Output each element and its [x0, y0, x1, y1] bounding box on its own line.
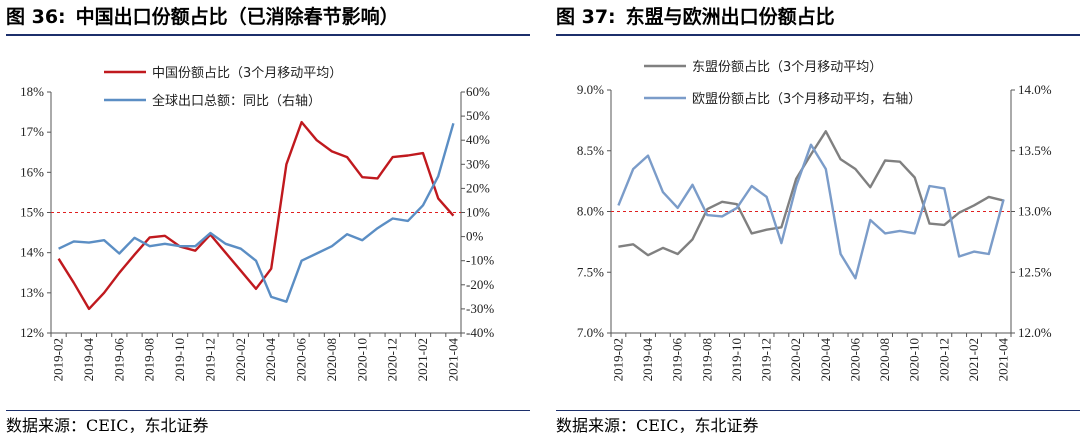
- x-axis-tick-label: 2020-02: [788, 338, 803, 381]
- right-axis-tick-label: -40%: [466, 325, 494, 340]
- left-axis-tick-label: 12%: [20, 325, 44, 340]
- left-axis-tick-label: 17%: [20, 124, 44, 139]
- right-axis-tick-label: 30%: [466, 156, 490, 171]
- legend-label-1: 东盟份额占比（3个月移动平均）: [692, 60, 882, 75]
- chart-panel-asean-eu-share: 图 37: 东盟与欧洲出口份额占比 7.0% 7.5% 8.0% 8.5% 9.0% 12.…: [556, 0, 1080, 443]
- series-line-2: [617, 143, 1005, 280]
- right-axis-tick-label: 40%: [466, 132, 490, 147]
- right-axis-tick-label: 0%: [466, 229, 484, 244]
- left-axis-tick-label: 15%: [20, 205, 44, 220]
- x-axis-tick-label: 2019-04: [640, 338, 655, 382]
- legend-label-1: 中国份额占比（3个月移动平均）: [152, 66, 342, 81]
- figure-title-text: 东盟与欧洲出口份额占比: [625, 6, 835, 28]
- right-axis-tick-label: 14.0%: [1018, 82, 1052, 97]
- x-axis-tick-label: 2021-02: [415, 338, 430, 381]
- right-axis-tick-label: 50%: [466, 108, 490, 123]
- left-axis-tick-label: 7.0%: [577, 325, 604, 340]
- right-axis-tick-label: 12.5%: [1018, 264, 1052, 279]
- bottom-divider: [556, 410, 1080, 411]
- x-axis-tick-label: 2019-08: [699, 338, 714, 381]
- x-axis-tick-label: 2019-04: [81, 338, 96, 382]
- china-export-share-chart: 12% 13% 14% 15% 16% 17% 18% -40% -30% -20% -10% 0% 1…: [20, 66, 494, 382]
- x-axis-tick-label: 2020-12: [385, 338, 400, 381]
- x-axis-tick-label: 2019-06: [670, 338, 685, 382]
- x-axis-tick-label: 2020-06: [847, 338, 862, 382]
- chart-panel-china-share: 图 36: 中国出口份额占比（已消除春节影响） 12% 13% 14% 15% 16% 17…: [6, 0, 530, 443]
- figure-title-text: 中国出口份额占比（已消除春节影响）: [75, 6, 399, 28]
- source-note: 数据来源：CEIC，东北证券: [556, 416, 759, 435]
- left-axis-tick-label: 18%: [20, 84, 44, 99]
- left-axis-tick-label: 8.0%: [577, 204, 604, 219]
- series-line-1: [57, 120, 455, 311]
- x-axis-tick-label: 2020-06: [294, 338, 309, 382]
- x-axis-tick-label: 2019-08: [142, 338, 157, 381]
- source-note: 数据来源：CEIC，东北证券: [6, 416, 209, 435]
- left-axis-tick-label: 13%: [20, 285, 44, 300]
- x-axis-tick-label: 2020-04: [818, 338, 833, 382]
- right-axis-tick-label: 13.0%: [1018, 204, 1052, 219]
- figure-number: 图 36:: [6, 6, 66, 28]
- series-line-1: [618, 130, 1004, 257]
- legend-label-2: 欧盟份额占比（3个月移动平均，右轴）: [692, 92, 921, 107]
- x-axis-tick-label: 2020-04: [263, 338, 278, 382]
- right-axis-tick-label: 20%: [466, 180, 490, 195]
- figure-title: 图 36: 中国出口份额占比（已消除春节影响）: [6, 2, 399, 32]
- title-divider: [556, 34, 1080, 36]
- x-axis-tick-label: 2019-06: [111, 338, 126, 382]
- x-axis-tick-label: 2020-10: [907, 338, 922, 381]
- x-axis-tick-label: 2020-10: [354, 338, 369, 381]
- x-axis-tick-label: 2019-02: [51, 338, 66, 381]
- x-axis-tick-label: 2020-08: [877, 338, 892, 381]
- title-divider: [6, 34, 530, 36]
- x-axis-tick-label: 2019-10: [172, 338, 187, 381]
- x-axis-tick-label: 2019-10: [729, 338, 744, 381]
- right-axis-tick-label: -30%: [466, 301, 494, 316]
- left-axis-tick-label: 7.5%: [577, 264, 604, 279]
- figure-number: 图 37:: [556, 6, 616, 28]
- series-line-2: [58, 122, 455, 303]
- x-axis-tick-label: 2019-12: [759, 338, 774, 381]
- left-axis-tick-label: 14%: [20, 245, 44, 260]
- x-axis-tick-label: 2021-04: [996, 338, 1011, 382]
- x-axis-tick-label: 2020-12: [936, 338, 951, 381]
- x-axis-tick-label: 2021-02: [966, 338, 981, 381]
- x-axis-tick-label: 2021-04: [445, 338, 460, 382]
- x-axis-tick-label: 2019-02: [610, 338, 625, 381]
- x-axis-tick-label: 2020-02: [233, 338, 248, 381]
- left-axis-tick-label: 8.5%: [577, 143, 604, 158]
- bottom-divider: [6, 410, 530, 411]
- right-axis-tick-label: 60%: [466, 84, 490, 99]
- right-axis-tick-label: 13.5%: [1018, 143, 1052, 158]
- x-axis-tick-label: 2019-12: [202, 338, 217, 381]
- figure-title: 图 37: 东盟与欧洲出口份额占比: [556, 2, 835, 32]
- right-axis-tick-label: -10%: [466, 253, 494, 268]
- right-axis-tick-label: 12.0%: [1018, 325, 1052, 340]
- left-axis-tick-label: 9.0%: [577, 82, 604, 97]
- legend-label-2: 全球出口总额：同比（右轴）: [152, 93, 321, 109]
- right-axis-tick-label: -20%: [466, 277, 494, 292]
- right-axis-tick-label: 10%: [466, 205, 490, 220]
- asean-eu-export-share-chart: 7.0% 7.5% 8.0% 8.5% 9.0% 12.0% 12.5% 13.0% 13.5%…: [577, 60, 1052, 382]
- left-axis-tick-label: 16%: [20, 164, 44, 179]
- x-axis-tick-label: 2020-08: [324, 338, 339, 381]
